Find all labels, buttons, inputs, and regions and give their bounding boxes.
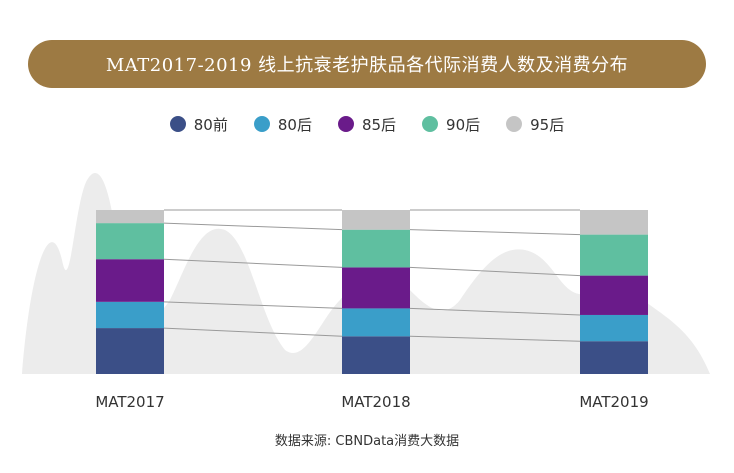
bar-segment-mat2019-2	[580, 275, 648, 315]
bar-segment-mat2017-4	[96, 210, 164, 224]
legend-swatch	[422, 116, 439, 132]
bar-segment-mat2017-3	[96, 223, 164, 260]
legend-label: 80前	[193, 115, 228, 134]
x-tick-label: MAT2019	[579, 393, 648, 411]
connector-line	[163, 222, 343, 231]
legend-swatch	[337, 116, 354, 132]
legend-swatch	[169, 116, 186, 132]
legend-item-95s: 95后	[506, 114, 564, 135]
bar-segment-mat2019-4	[580, 210, 648, 235]
connector-line	[163, 301, 343, 309]
bar-segment-mat2018-1	[342, 308, 410, 337]
chart-title: MAT2017-2019 线上抗衰老护肤品各代际消费人数及消费分布	[105, 55, 629, 76]
x-tick-label: MAT2018	[341, 393, 410, 411]
title-banner: MAT2017-2019 线上抗衰老护肤品各代际消费人数及消费分布	[28, 40, 706, 88]
legend-label: 85后	[361, 115, 397, 134]
legend-item-90s: 90后	[422, 114, 480, 135]
bar-segment-mat2018-0	[342, 336, 410, 374]
legend-label: 90后	[446, 115, 481, 134]
bar-segment-mat2017-0	[96, 328, 164, 374]
connector-line	[163, 258, 343, 268]
legend-label: 95后	[530, 115, 565, 134]
legend-item-80s: 80后	[253, 114, 312, 135]
bar-segment-mat2017-1	[96, 301, 164, 329]
connector-line	[409, 307, 581, 316]
legend-swatch	[506, 116, 523, 132]
stacked-bar-chart: MAT2017 MAT2018 MAT2019	[22, 172, 710, 411]
bar-segment-mat2018-4	[342, 210, 410, 230]
connector-line	[409, 335, 581, 342]
connector-line	[409, 266, 581, 277]
bar-segment-mat2019-0	[580, 341, 648, 374]
legend-swatch	[253, 116, 270, 132]
connector-line	[163, 327, 343, 337]
legend-item-80-before: 80前	[169, 114, 228, 135]
background-mountains	[22, 172, 710, 374]
x-tick-label: MAT2017	[95, 393, 164, 411]
legend-label: 80后	[277, 115, 312, 134]
bar-segment-mat2017-2	[96, 259, 164, 302]
bar-segment-mat2018-2	[342, 267, 410, 309]
data-source-note: 数据来源: CBNData消费大数据	[274, 434, 460, 449]
bar-segment-mat2018-3	[342, 229, 410, 268]
bar-segment-mat2019-1	[580, 314, 648, 342]
chart-legend: 80前 80后 85后 90后 95后	[0, 111, 734, 137]
bar-segment-mat2019-3	[580, 234, 648, 276]
connector-line	[409, 229, 581, 236]
legend-item-85s: 85后	[337, 114, 397, 135]
